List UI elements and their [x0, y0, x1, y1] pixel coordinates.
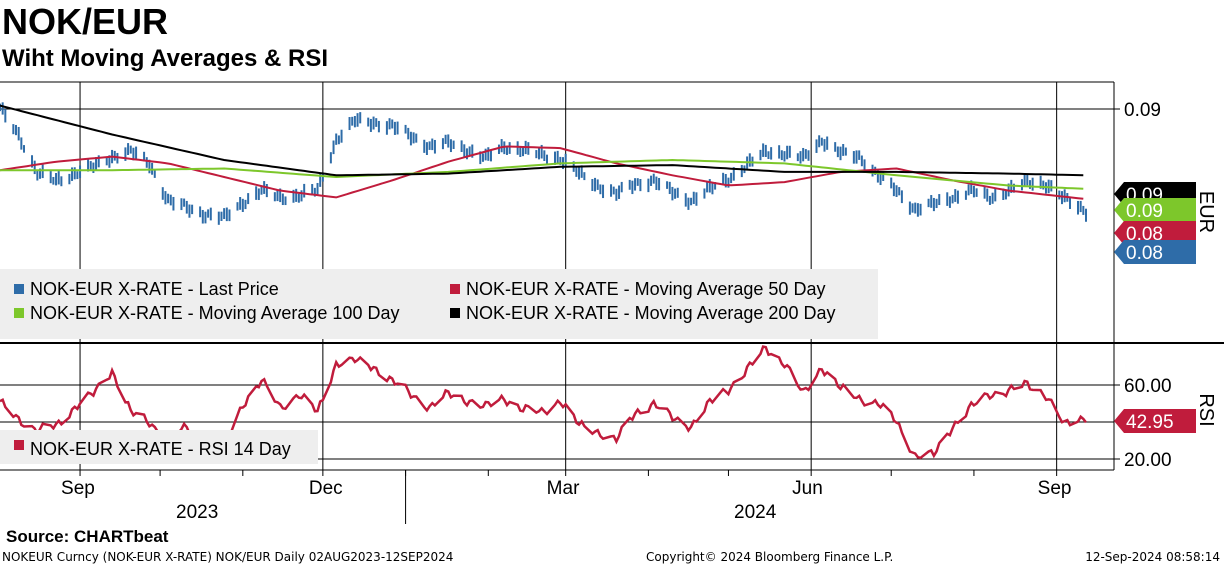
gridlines: [0, 82, 1114, 470]
legend-label: NOK-EUR X-RATE - RSI 14 Day: [30, 439, 291, 459]
ma50-line: [0, 145, 1084, 200]
rsi-last-value: 42.95: [1126, 412, 1174, 433]
ma100-line: [0, 158, 1084, 190]
legend-swatch: [14, 284, 24, 294]
legend-swatch: [450, 308, 460, 318]
footer-ticker: NOKEUR Curncy (NOK-EUR X-RATE) NOK/EUR D…: [2, 550, 454, 564]
ma50-last-value-bg: [1114, 221, 1196, 245]
year-label: 2024: [734, 502, 777, 523]
legend-swatch: [14, 440, 24, 450]
panel-frames: [0, 81, 1224, 471]
series-lines: [0, 104, 1087, 460]
price-y-tick-label: 0.09: [1124, 100, 1161, 121]
rsi-legend-box: [0, 430, 318, 464]
x-tick-label: Mar: [547, 478, 580, 499]
ma100-last-value: 0.09: [1126, 201, 1163, 222]
legend-swatch: [450, 284, 460, 294]
x-tick-label: Sep: [1038, 478, 1072, 499]
x-tick-label: Jun: [792, 478, 823, 499]
source-label: Source: CHARTbeat: [6, 527, 169, 546]
legend-label: NOK-EUR X-RATE - Last Price: [30, 279, 279, 299]
rsi-y-tick-label: 20.00: [1124, 450, 1172, 471]
rsi-last-value-bg: [1114, 409, 1196, 433]
rsi-y-tick-label: 60.00: [1124, 376, 1172, 397]
price-last-value: 0.08: [1126, 243, 1163, 264]
x-tick-label: Dec: [309, 478, 343, 499]
rsi-line: [0, 345, 1087, 460]
year-label: 2023: [176, 502, 218, 523]
legend-label: NOK-EUR X-RATE - Moving Average 100 Day: [30, 303, 399, 323]
footer-copyright: Copyright© 2024 Bloomberg Finance L.P.: [646, 550, 894, 564]
legend-label: NOK-EUR X-RATE - Moving Average 200 Day: [466, 303, 835, 323]
x-tick-label: Sep: [61, 478, 95, 499]
ma200-line: [0, 104, 1084, 177]
price-legend-box: [0, 269, 878, 339]
rsi-y-axis-label: RSI: [1195, 393, 1217, 426]
ma50-last-value: 0.08: [1126, 224, 1163, 245]
legend-label: NOK-EUR X-RATE - Moving Average 50 Day: [466, 279, 825, 299]
legends: NOK-EUR X-RATE - Last Price NOK-EUR X-RAT…: [0, 269, 878, 464]
chart-title: NOK/EUR: [2, 1, 169, 42]
chart-subtitle: Wiht Moving Averages & RSI: [2, 45, 329, 72]
legend-swatch: [14, 308, 24, 318]
ma100-last-value-bg: [1114, 198, 1196, 222]
price-last-value-bg: [1114, 240, 1196, 264]
axes: Sep Dec Mar Jun Sep 2023 2024 0.09 EUR 60.00 20.00…: [61, 100, 1217, 524]
price-y-axis-label: EUR: [1195, 191, 1217, 233]
footer-timestamp: 12-Sep-2024 08:58:14: [1085, 550, 1220, 564]
